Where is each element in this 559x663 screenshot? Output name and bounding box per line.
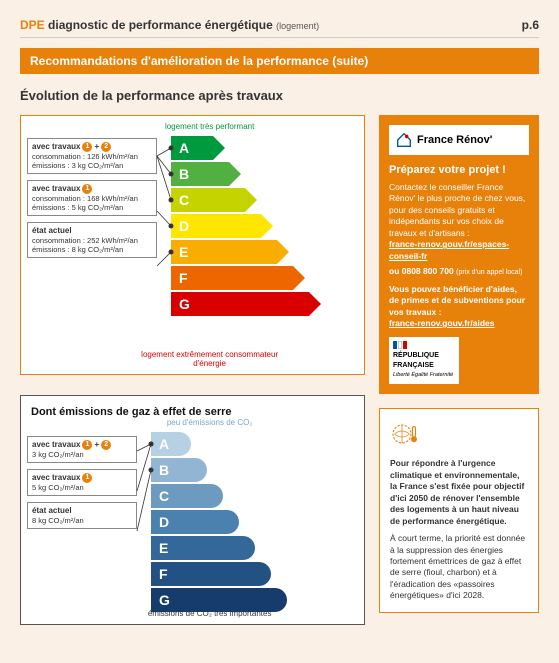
scenario-label: état actuel consommation : 252 kWh/m²/an… — [27, 222, 157, 258]
rung-F: F — [171, 266, 293, 290]
rung-F: F — [151, 562, 271, 586]
phone-number: ou 0808 800 700 — [389, 266, 454, 276]
rung-E: E — [151, 536, 255, 560]
france-renov-logo: France Rénov' — [389, 125, 529, 155]
energy-labels: avec travaux 1 +2 consommation : 126 kWh… — [27, 138, 157, 258]
rung-A: A — [171, 136, 213, 160]
phone-note: (prix d'un appel local) — [456, 269, 522, 276]
badge-1: 1 — [82, 440, 92, 450]
scenario-label: état actuel 8 kg CO₂/m²/an — [27, 502, 137, 529]
scenario-label: avec travaux 1 +2 3 kg CO₂/m²/an — [27, 436, 137, 463]
globe-thermometer-icon — [390, 419, 420, 449]
page-number: p.6 — [522, 18, 539, 32]
ghg-top-label: peu d'émissions de CO₂ — [167, 418, 253, 427]
france-renov-card: France Rénov' Préparez votre projet ! Co… — [379, 115, 539, 394]
climate-p1: Pour répondre à l'urgence climatique et … — [390, 458, 528, 527]
chart-top-label: logement très performant — [165, 122, 254, 131]
rung-E: E — [171, 240, 277, 264]
badge-2: 2 — [101, 440, 111, 450]
rung-C: C — [151, 484, 223, 508]
rung-B: B — [151, 458, 207, 482]
dpe-abbr: DPE — [20, 18, 45, 32]
republique-francaise-logo: RÉPUBLIQUE FRANÇAISE Liberté Égalité Fra… — [389, 337, 459, 383]
energy-ladder: ABCDEFG — [171, 136, 309, 316]
ghg-chart: Dont émissions de gaz à effet de serre p… — [20, 395, 365, 625]
scenario-label: avec travaux 1 consommation : 168 kWh/m²… — [27, 180, 157, 216]
badge-1: 1 — [82, 473, 92, 483]
energy-chart: logement très performant ABCDEFG avec tr… — [20, 115, 365, 375]
rung-C: C — [171, 188, 245, 212]
rung-A: A — [151, 432, 191, 456]
chart-bot-label: logement extrêmement consommateur d'éner… — [132, 350, 286, 368]
doc-title: diagnostic de performance énergétique — [48, 18, 273, 32]
badge-1: 1 — [82, 142, 92, 152]
scenario-label: avec travaux 1 5 kg CO₂/m²/an — [27, 469, 137, 496]
section-banner: Recommandations d'amélioration de la per… — [20, 48, 539, 74]
climate-card: Pour répondre à l'urgence climatique et … — [379, 408, 539, 613]
rung-D: D — [171, 214, 261, 238]
badge-2: 2 — [101, 142, 111, 152]
rung-D: D — [151, 510, 239, 534]
rung-G: G — [171, 292, 309, 316]
header: DPE diagnostic de performance énergétiqu… — [20, 18, 539, 38]
card-p2: Vous pouvez bénéficier d'aides, de prime… — [389, 284, 529, 318]
section-title: Évolution de la performance après travau… — [20, 88, 539, 103]
card-heading: Préparez votre projet ! — [389, 163, 529, 178]
climate-p2: À court terme, la priorité est donnée à … — [390, 533, 528, 602]
ghg-ladder: ABCDEFG — [151, 432, 287, 612]
link-espaces-conseil[interactable]: france-renov.gouv.fr/espaces-conseil-fr — [389, 239, 509, 260]
doc-sub: (logement) — [276, 21, 319, 31]
badge-1: 1 — [82, 184, 92, 194]
card-p1: Contactez le conseiller France Rénov' le… — [389, 182, 529, 239]
scenario-label: avec travaux 1 +2 consommation : 126 kWh… — [27, 138, 157, 174]
ghg-labels: avec travaux 1 +2 3 kg CO₂/m²/an avec tra… — [27, 436, 137, 529]
rung-B: B — [171, 162, 229, 186]
house-icon — [395, 131, 413, 149]
link-aides[interactable]: france-renov.gouv.fr/aides — [389, 318, 495, 328]
ghg-bot-label: émissions de CO₂ très importantes — [148, 609, 272, 618]
ghg-subtitle: Dont émissions de gaz à effet de serre — [31, 406, 354, 418]
